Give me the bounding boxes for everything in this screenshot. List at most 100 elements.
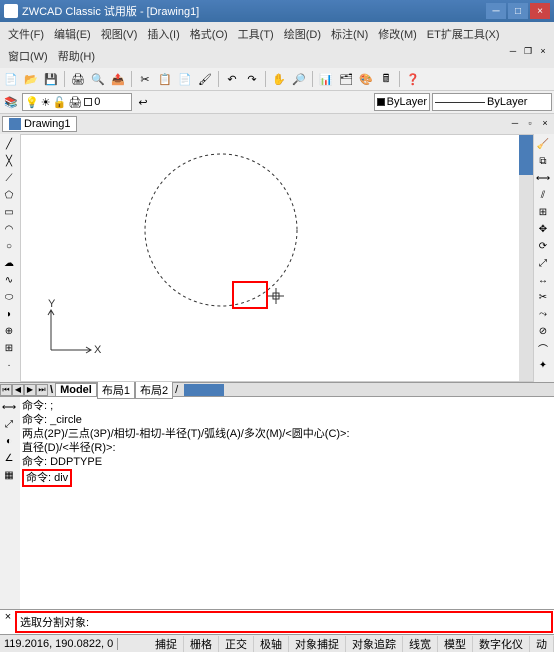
linetype-combo[interactable]: ByLayer (432, 93, 552, 111)
open-icon[interactable]: 📂 (22, 70, 40, 88)
block-icon[interactable]: ⊞ (1, 340, 17, 356)
arc-icon[interactable]: ◠ (1, 221, 17, 237)
menu-help[interactable]: 帮助(H) (54, 46, 99, 66)
tablet-toggle[interactable]: 数字化仪 (473, 636, 530, 652)
menu-edit[interactable]: 编辑(E) (50, 24, 95, 44)
ellipsearc-icon[interactable]: ◗ (1, 306, 17, 322)
menu-dim[interactable]: 标注(N) (327, 24, 372, 44)
doc-restore-button[interactable]: ❐ (521, 46, 535, 58)
model-toggle[interactable]: 模型 (438, 636, 473, 652)
trim-icon[interactable]: ✂ (535, 289, 551, 305)
doc-close-button[interactable]: × (536, 46, 550, 58)
doc-tab[interactable]: Drawing1 (2, 116, 77, 132)
maximize-button[interactable]: □ (508, 3, 528, 19)
pline-icon[interactable]: ⟋ (1, 170, 17, 186)
break-icon[interactable]: ⊘ (535, 323, 551, 339)
cmd-close-icon[interactable]: × (1, 611, 15, 633)
xline-icon[interactable]: ╳ (1, 153, 17, 169)
otrack-toggle[interactable]: 对象追踪 (346, 636, 403, 652)
match-icon[interactable]: 🖌 (196, 70, 214, 88)
zoom-icon[interactable]: 🔎 (290, 70, 308, 88)
tab-last-icon[interactable]: ⏭ (36, 384, 48, 396)
layer-props-icon[interactable]: 📚 (2, 93, 20, 111)
color-combo[interactable]: ByLayer (374, 93, 430, 111)
snap-toggle[interactable]: 捕捉 (149, 636, 184, 652)
minimize-button[interactable]: ─ (486, 3, 506, 19)
dim-angular-icon[interactable]: ∠ (1, 450, 17, 466)
polar-toggle[interactable]: 极轴 (254, 636, 289, 652)
layout2-tab[interactable]: 布局2 (135, 381, 173, 399)
drawing-canvas[interactable]: X Y (20, 134, 534, 382)
dim-radius-icon[interactable]: ◐ (1, 433, 17, 449)
scale-icon[interactable]: ⤢ (535, 255, 551, 271)
offset-icon[interactable]: ⫽ (535, 187, 551, 203)
model-tab[interactable]: Model (55, 383, 97, 397)
layer-combo[interactable]: 💡☀🔓🖨 0 (22, 93, 132, 111)
stretch-icon[interactable]: ↔ (535, 272, 551, 288)
tab-min-icon[interactable]: ─ (508, 118, 522, 130)
publish-icon[interactable]: 📤 (109, 70, 127, 88)
save-icon[interactable]: 💾 (42, 70, 60, 88)
help-icon[interactable]: ❓ (404, 70, 422, 88)
tp-icon[interactable]: 🎨 (357, 70, 375, 88)
revcloud-icon[interactable]: ☁ (1, 255, 17, 271)
menu-insert[interactable]: 插入(I) (143, 24, 183, 44)
menu-format[interactable]: 格式(O) (186, 24, 232, 44)
pan-icon[interactable]: ✋ (270, 70, 288, 88)
menu-window[interactable]: 窗口(W) (4, 46, 52, 66)
doc-minimize-button[interactable]: ─ (506, 46, 520, 58)
move-icon[interactable]: ✥ (535, 221, 551, 237)
dc-icon[interactable]: 🗂 (337, 70, 355, 88)
close-button[interactable]: × (530, 3, 550, 19)
menu-tools[interactable]: 工具(T) (234, 24, 278, 44)
polygon-icon[interactable]: ⬠ (1, 187, 17, 203)
fillet-icon[interactable]: ⌒ (535, 340, 551, 356)
copy-icon[interactable]: 📋 (156, 70, 174, 88)
preview-icon[interactable]: 🔍 (89, 70, 107, 88)
cut-icon[interactable]: ✂ (136, 70, 154, 88)
menu-view[interactable]: 视图(V) (97, 24, 142, 44)
paste-icon[interactable]: 📄 (176, 70, 194, 88)
array-icon[interactable]: ⊞ (535, 204, 551, 220)
hscrollbar[interactable] (184, 384, 554, 396)
circle-icon[interactable]: ○ (1, 238, 17, 254)
erase-icon[interactable]: 🧹 (535, 136, 551, 152)
layer-prev-icon[interactable]: ↩ (134, 93, 152, 111)
menu-modify[interactable]: 修改(M) (374, 24, 421, 44)
rotate-icon[interactable]: ⟳ (535, 238, 551, 254)
undo-icon[interactable]: ↶ (223, 70, 241, 88)
dyn-toggle[interactable]: 动 (530, 636, 554, 652)
tab-first-icon[interactable]: ⏮ (0, 384, 12, 396)
grid-toggle[interactable]: 栅格 (184, 636, 219, 652)
tab-close-icon[interactable]: × (538, 118, 552, 130)
calc-icon[interactable]: 🖩 (377, 70, 395, 88)
vscrollbar[interactable] (519, 135, 533, 381)
extend-icon[interactable]: ⤳ (535, 306, 551, 322)
copy2-icon[interactable]: ⧉ (535, 153, 551, 169)
menu-et[interactable]: ET扩展工具(X) (423, 24, 504, 44)
dim-aligned-icon[interactable]: ⤢ (1, 416, 17, 432)
command-input[interactable]: 选取分割对象: (15, 611, 553, 633)
lwt-toggle[interactable]: 线宽 (403, 636, 438, 652)
point-icon[interactable]: · (1, 357, 17, 373)
new-icon[interactable]: 📄 (2, 70, 20, 88)
osnap-toggle[interactable]: 对象捕捉 (289, 636, 346, 652)
ellipse-icon[interactable]: ⬭ (1, 289, 17, 305)
explode-icon[interactable]: ✦ (535, 357, 551, 373)
print-icon[interactable]: 🖨 (69, 70, 87, 88)
ortho-toggle[interactable]: 正交 (219, 636, 254, 652)
table-icon[interactable]: ▦ (1, 467, 17, 483)
mirror-icon[interactable]: ⟷ (535, 170, 551, 186)
tab-prev-icon[interactable]: ◀ (12, 384, 24, 396)
insert-icon[interactable]: ⊕ (1, 323, 17, 339)
menu-draw[interactable]: 绘图(D) (280, 24, 325, 44)
menu-file[interactable]: 文件(F) (4, 24, 48, 44)
dim-linear-icon[interactable]: ⟷ (1, 399, 17, 415)
rect-icon[interactable]: ▭ (1, 204, 17, 220)
redo-icon[interactable]: ↷ (243, 70, 261, 88)
props-icon[interactable]: 📊 (317, 70, 335, 88)
line-icon[interactable]: ╱ (1, 136, 17, 152)
layout1-tab[interactable]: 布局1 (97, 381, 135, 399)
tab-next-icon[interactable]: ▶ (24, 384, 36, 396)
tab-max-icon[interactable]: ▫ (523, 118, 537, 130)
